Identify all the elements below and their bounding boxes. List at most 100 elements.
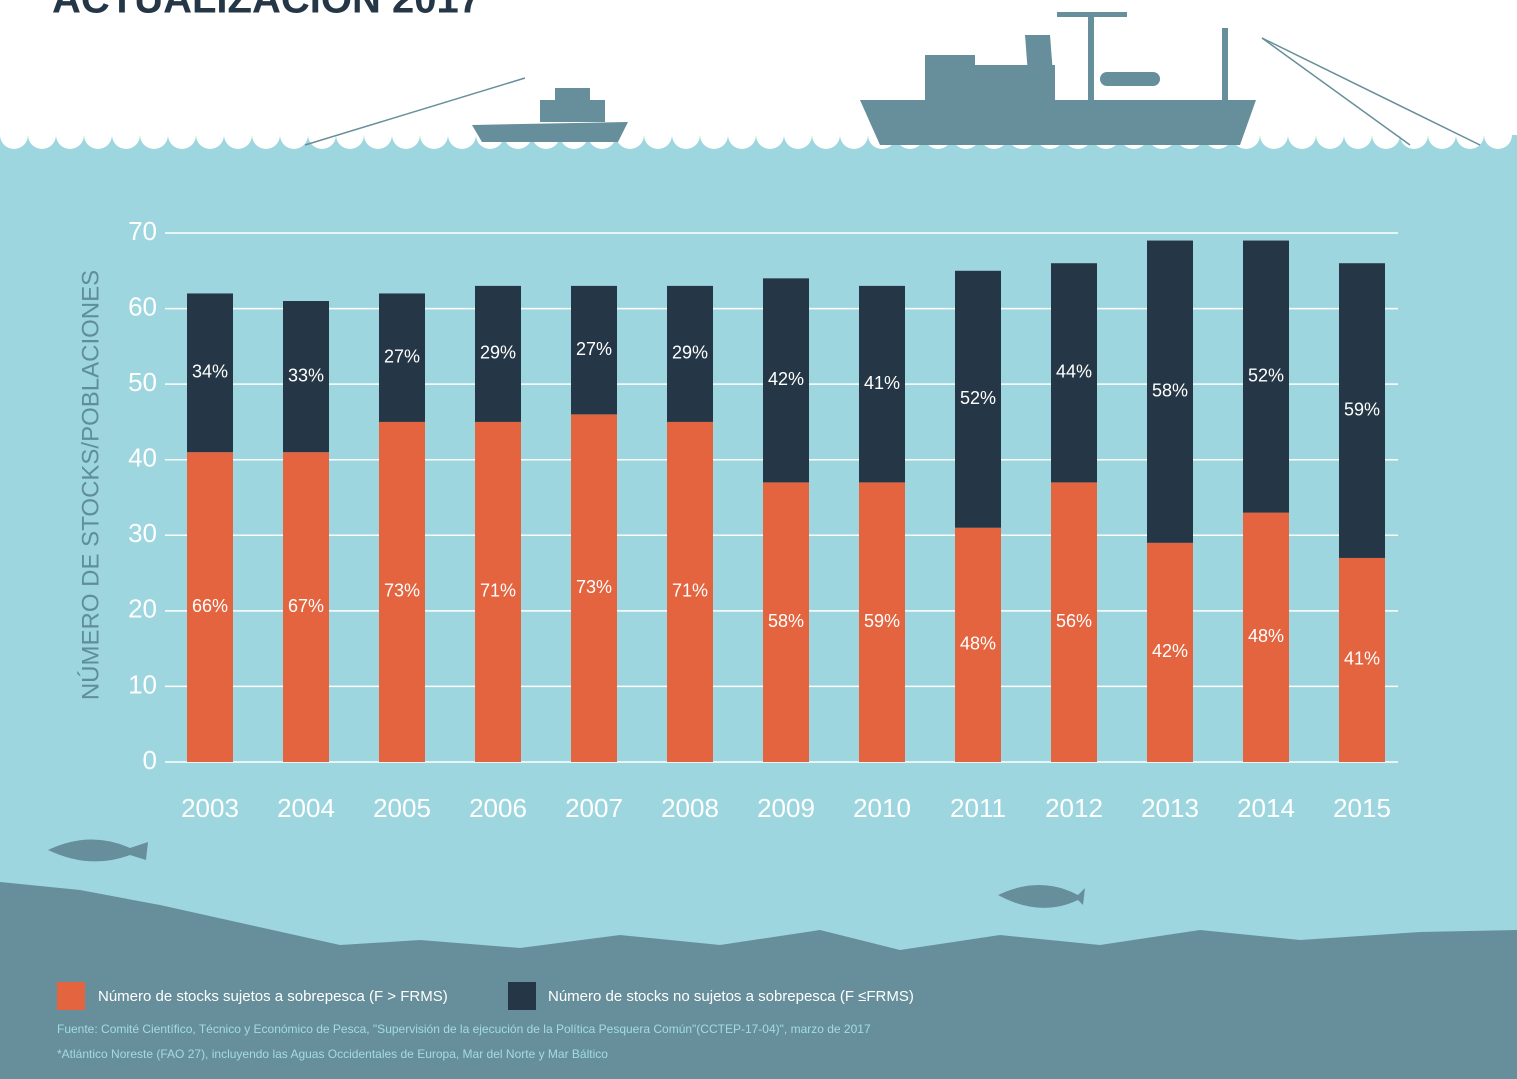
wave — [728, 121, 756, 149]
value-label: 56% — [1056, 611, 1092, 631]
legend-swatch — [57, 982, 85, 1010]
value-label: 29% — [480, 343, 516, 363]
source-note: *Atlántico Noreste (FAO 27), incluyendo … — [57, 1047, 608, 1061]
source-note: Fuente: Comité Científico, Técnico y Eco… — [57, 1022, 871, 1036]
y-tick-label: 30 — [128, 518, 157, 548]
wave — [140, 121, 168, 149]
bar-segment — [571, 414, 617, 762]
bar-segment — [1147, 240, 1193, 543]
value-label: 42% — [1152, 641, 1188, 661]
value-label: 73% — [576, 577, 612, 597]
y-tick-label: 70 — [128, 216, 157, 246]
x-tick-label: 2010 — [853, 793, 911, 823]
value-label: 58% — [768, 611, 804, 631]
bar-segment — [763, 278, 809, 483]
value-label: 48% — [1248, 626, 1284, 646]
bar-segment — [187, 293, 233, 453]
wave — [840, 121, 868, 149]
wave — [420, 121, 448, 149]
bar-segment — [1051, 263, 1097, 483]
wave — [1456, 121, 1484, 149]
value-label: 59% — [1344, 399, 1380, 419]
wave — [644, 121, 672, 149]
wave — [84, 121, 112, 149]
boats — [472, 12, 1256, 145]
fish — [48, 839, 148, 862]
x-tick-label: 2006 — [469, 793, 527, 823]
wave — [700, 121, 728, 149]
wave — [112, 121, 140, 149]
value-label: 66% — [192, 596, 228, 616]
value-label: 67% — [288, 596, 324, 616]
bar-segment — [475, 421, 521, 762]
bar-segment — [667, 285, 713, 422]
wave — [448, 121, 476, 149]
x-tick-label: 2012 — [1045, 793, 1103, 823]
legend-swatch — [508, 982, 536, 1010]
y-tick-label: 20 — [128, 594, 157, 624]
y-tick-label: 60 — [128, 291, 157, 321]
chart-title: ACTUALIZACIÓN 2017 — [52, 0, 481, 22]
value-label: 27% — [384, 346, 420, 366]
value-label: 42% — [768, 369, 804, 389]
value-label: 58% — [1152, 380, 1188, 400]
bar-segment — [1243, 240, 1289, 513]
y-axis-label: NÚMERO DE STOCKS/POBLACIONES — [77, 270, 104, 700]
x-tick-label: 2015 — [1333, 793, 1391, 823]
x-tick-label: 2008 — [661, 793, 719, 823]
wave — [812, 121, 840, 149]
bar-segment — [1051, 482, 1097, 762]
x-tick-label: 2009 — [757, 793, 815, 823]
wave — [364, 121, 392, 149]
value-label: 29% — [672, 343, 708, 363]
bar-segment — [955, 270, 1001, 528]
value-label: 71% — [480, 581, 516, 601]
value-label: 44% — [1056, 362, 1092, 382]
wave — [196, 121, 224, 149]
bar-segment — [1339, 263, 1385, 558]
bar-segment — [1147, 542, 1193, 762]
wave — [336, 121, 364, 149]
bar-segment — [475, 285, 521, 422]
value-label: 41% — [864, 373, 900, 393]
wave — [1344, 121, 1372, 149]
wave — [672, 121, 700, 149]
wave — [28, 121, 56, 149]
x-tick-label: 2007 — [565, 793, 623, 823]
value-label: 27% — [576, 339, 612, 359]
sky — [0, 0, 1517, 135]
y-tick-label: 10 — [128, 669, 157, 699]
legend-label: Número de stocks no sujetos a sobrepesca… — [548, 988, 914, 1005]
bar-segment — [571, 285, 617, 415]
value-label: 52% — [1248, 365, 1284, 385]
seabed — [0, 882, 1517, 1079]
x-tick-label: 2011 — [950, 793, 1006, 823]
value-label: 34% — [192, 362, 228, 382]
value-label: 48% — [960, 634, 996, 654]
wave — [168, 121, 196, 149]
wave — [280, 121, 308, 149]
value-label: 59% — [864, 611, 900, 631]
y-tick-label: 0 — [143, 745, 157, 775]
wave — [1484, 121, 1512, 149]
x-tick-label: 2004 — [277, 793, 335, 823]
wave — [392, 121, 420, 149]
nets — [304, 37, 1481, 146]
wave — [1428, 121, 1456, 149]
value-label: 41% — [1344, 649, 1380, 669]
x-tick-label: 2003 — [181, 793, 239, 823]
bar-segment — [283, 452, 329, 762]
bar-segment — [859, 482, 905, 762]
wave — [1260, 121, 1288, 149]
value-label: 73% — [384, 581, 420, 601]
x-tick-label: 2014 — [1237, 793, 1295, 823]
y-tick-label: 40 — [128, 443, 157, 473]
wave — [252, 121, 280, 149]
wave — [1288, 121, 1316, 149]
x-tick-label: 2005 — [373, 793, 431, 823]
bar-segment — [955, 527, 1001, 762]
fish — [998, 885, 1085, 908]
bar-segment — [1339, 557, 1385, 762]
wave — [1372, 121, 1400, 149]
y-tick-label: 50 — [128, 367, 157, 397]
